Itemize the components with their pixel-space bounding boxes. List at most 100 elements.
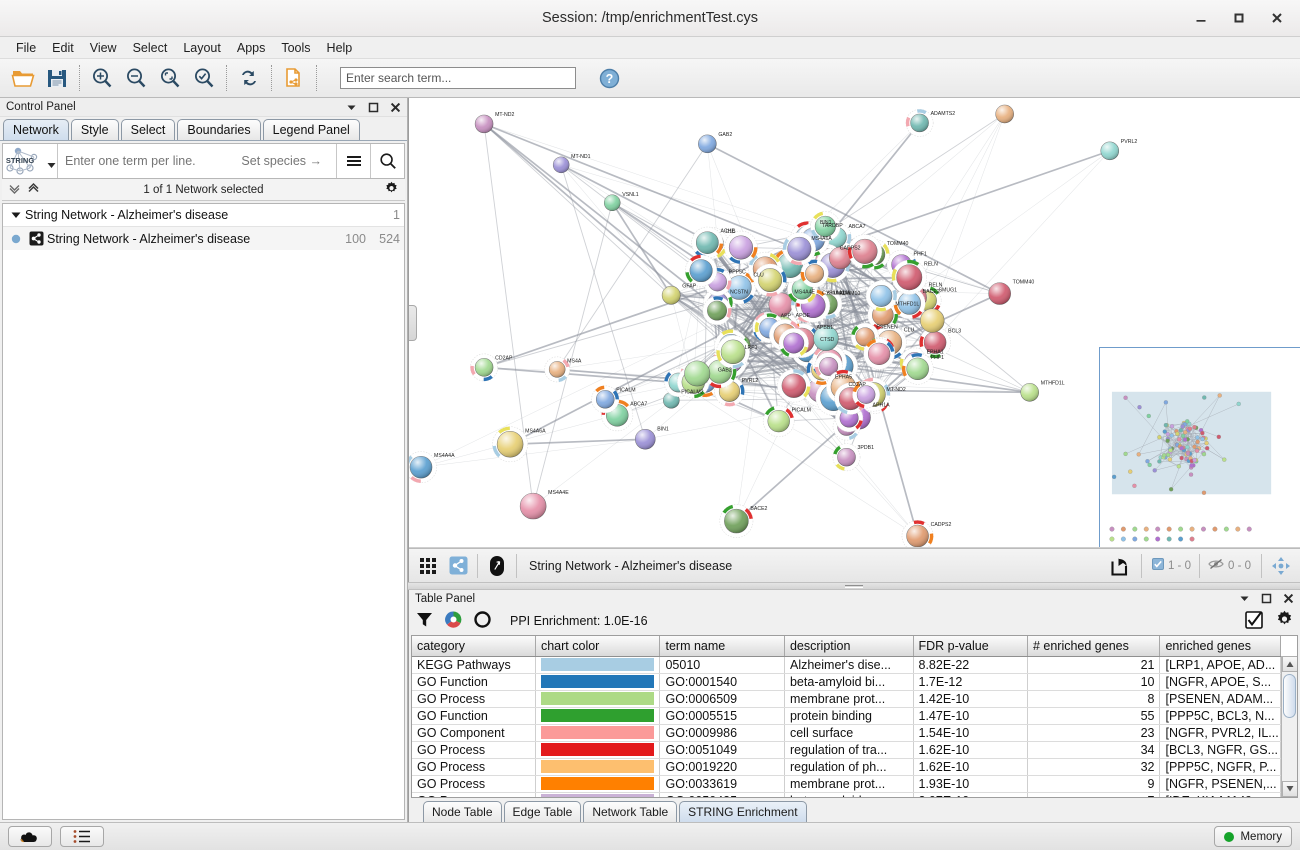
- hamburger-icon[interactable]: [336, 144, 370, 178]
- svg-text:MT-ND1: MT-ND1: [571, 154, 590, 160]
- cloud-status-icon[interactable]: [8, 826, 52, 847]
- minimize-icon[interactable]: [1192, 9, 1210, 27]
- gear-icon[interactable]: [1275, 610, 1294, 632]
- tab-network-table[interactable]: Network Table: [583, 801, 678, 823]
- svg-text:RELN: RELN: [929, 283, 943, 289]
- panel-resize-grip[interactable]: [409, 304, 417, 341]
- annotation-icon[interactable]: [482, 553, 512, 579]
- expand-triangle-icon[interactable]: [7, 211, 25, 219]
- share-network-icon[interactable]: [443, 553, 473, 579]
- tab-boundaries[interactable]: Boundaries: [177, 119, 261, 140]
- col-chart-color[interactable]: chart color: [535, 636, 661, 657]
- cell-count: 23: [1027, 724, 1161, 742]
- table-row[interactable]: GO Process GO:0033619 membrane prot... 1.93…: [412, 775, 1281, 793]
- network-root-row[interactable]: String Network - Alzheimer's disease 1: [3, 204, 404, 227]
- donut-icon[interactable]: [473, 610, 492, 632]
- table-row[interactable]: KEGG Pathways 05010 Alzheimer's dise... 8.8…: [412, 656, 1281, 674]
- table-row[interactable]: GO Function GO:0001540 beta-amyloid bi... 1…: [412, 673, 1281, 691]
- zoom-out-icon[interactable]: [119, 62, 153, 94]
- menu-select[interactable]: Select: [132, 40, 168, 55]
- menu-layout[interactable]: Layout: [183, 40, 221, 55]
- tab-string-enrichment[interactable]: STRING Enrichment: [679, 801, 807, 823]
- search-icon[interactable]: [370, 144, 404, 178]
- zoom-fit-selected-icon[interactable]: [153, 62, 187, 94]
- menu-view[interactable]: View: [89, 40, 117, 55]
- zoom-in-icon[interactable]: [85, 62, 119, 94]
- enrichment-table-wrapper[interactable]: category chart color term name descripti…: [411, 635, 1298, 798]
- pie-chart-icon[interactable]: [444, 610, 463, 632]
- hidden-nodes-indicator[interactable]: 0 - 0: [1202, 558, 1257, 573]
- help-icon[interactable]: ?: [592, 62, 626, 94]
- svg-text:APOE: APOE: [796, 313, 811, 319]
- cell-description: membrane prot...: [784, 690, 914, 708]
- network-list[interactable]: String Network - Alzheimer's disease 1 S…: [2, 203, 405, 820]
- pan-tool-icon[interactable]: [1266, 553, 1296, 579]
- filter-icon[interactable]: [415, 610, 434, 632]
- selected-nodes-indicator[interactable]: 1 - 0: [1146, 558, 1197, 573]
- network-child-row[interactable]: String Network - Alzheimer's disease 100…: [3, 227, 404, 250]
- close-panel-icon[interactable]: [1282, 593, 1294, 605]
- network-overview-panel[interactable]: [1099, 347, 1300, 547]
- cell-category: KEGG Pathways: [412, 656, 536, 674]
- tab-legend-panel[interactable]: Legend Panel: [262, 119, 360, 140]
- svg-text:PVRL2: PVRL2: [1121, 139, 1138, 145]
- col-enriched-count[interactable]: # enriched genes: [1027, 636, 1161, 657]
- save-session-icon[interactable]: [40, 62, 74, 94]
- cell-fdr: 1.93E-10: [913, 775, 1028, 793]
- grid-layout-icon[interactable]: [413, 553, 443, 579]
- scrollbar-thumb[interactable]: [1283, 674, 1296, 719]
- float-panel-icon[interactable]: [1260, 593, 1272, 605]
- gear-icon[interactable]: [384, 181, 399, 199]
- chevron-down-icon[interactable]: [1238, 593, 1250, 605]
- menu-apps[interactable]: Apps: [236, 40, 266, 55]
- menu-tools[interactable]: Tools: [281, 40, 311, 55]
- open-session-icon[interactable]: [6, 62, 40, 94]
- network-graph-svg[interactable]: MT-ND2 MT-ND1 VSNL1 GAB2 ADAMTS2 PVRL2 SMUG1 TO…: [409, 98, 1300, 547]
- scroll-down-arrow-icon[interactable]: [1281, 780, 1297, 797]
- horizontal-splitter[interactable]: [408, 582, 1300, 590]
- zoom-fit-network-icon[interactable]: [187, 62, 221, 94]
- menu-file[interactable]: File: [16, 40, 37, 55]
- table-row[interactable]: GO Process GO:0019220 regulation of ph... 1…: [412, 758, 1281, 776]
- table-vertical-scrollbar[interactable]: [1281, 656, 1297, 797]
- col-category[interactable]: category: [412, 636, 536, 657]
- table-row[interactable]: GO Function GO:0005515 protein binding 1.47…: [412, 707, 1281, 725]
- chevron-down-icon[interactable]: [345, 101, 357, 113]
- cell-count: 9: [1027, 775, 1161, 793]
- tab-edge-table[interactable]: Edge Table: [503, 801, 582, 823]
- menu-help[interactable]: Help: [326, 40, 353, 55]
- set-species-label[interactable]: Set species →: [241, 154, 322, 168]
- toolbar-separator: [316, 65, 317, 91]
- refresh-icon[interactable]: [232, 62, 266, 94]
- col-enriched-genes[interactable]: enriched genes: [1159, 636, 1281, 657]
- table-row[interactable]: GO Process GO:0006509 membrane prot... 1.42…: [412, 690, 1281, 708]
- tab-node-table[interactable]: Node Table: [423, 801, 502, 823]
- checkbox-checked-icon[interactable]: [1245, 611, 1263, 632]
- search-input[interactable]: [340, 67, 576, 89]
- tab-network[interactable]: Network: [3, 119, 69, 140]
- collapse-all-icon[interactable]: [8, 182, 21, 198]
- menu-edit[interactable]: Edit: [52, 40, 74, 55]
- close-icon[interactable]: [1268, 9, 1286, 27]
- maximize-icon[interactable]: [1230, 9, 1248, 27]
- export-network-icon[interactable]: [277, 62, 311, 94]
- tab-style[interactable]: Style: [70, 119, 119, 140]
- table-row[interactable]: GO Component GO:0009986 cell surface 1.54E-…: [412, 724, 1281, 742]
- export-image-icon[interactable]: [1103, 553, 1137, 579]
- memory-indicator[interactable]: Memory: [1214, 826, 1292, 847]
- close-panel-icon[interactable]: [389, 101, 401, 113]
- table-row[interactable]: GO Process GO:0050435beta-amyloid m...2.0…: [412, 792, 1281, 797]
- task-list-icon[interactable]: [60, 826, 104, 847]
- network-canvas[interactable]: MT-ND2 MT-ND1 VSNL1 GAB2 ADAMTS2 PVRL2 SMUG1 TO…: [409, 98, 1300, 548]
- expand-all-icon[interactable]: [27, 182, 40, 198]
- col-description[interactable]: description: [784, 636, 914, 657]
- chevron-down-icon[interactable]: [45, 144, 57, 178]
- float-panel-icon[interactable]: [367, 101, 379, 113]
- col-term-name[interactable]: term name: [659, 636, 785, 657]
- table-row[interactable]: GO Process GO:0051049 regulation of tra...…: [412, 741, 1281, 759]
- svg-text:TARDBP: TARDBP: [822, 223, 843, 229]
- tab-select[interactable]: Select: [120, 119, 176, 140]
- scroll-up-arrow-icon[interactable]: [1281, 656, 1297, 673]
- col-fdr-pvalue[interactable]: FDR p-value: [913, 636, 1028, 657]
- string-term-input[interactable]: [57, 144, 242, 178]
